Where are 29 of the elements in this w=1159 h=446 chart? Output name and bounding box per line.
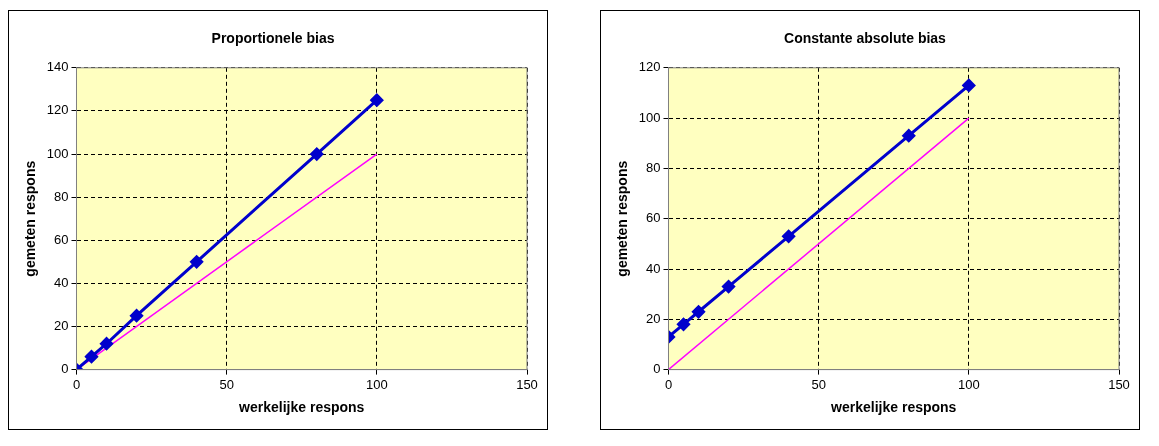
chart-title: Constante absolute bias [784, 30, 947, 47]
y-tick-label: 100 [46, 145, 69, 161]
y-tick-label: 120 [638, 59, 661, 75]
y-tick-label: 60 [646, 210, 661, 226]
x-tick-label: 50 [811, 376, 826, 392]
y-tick-label: 0 [653, 361, 661, 377]
x-tick-label: 100 [365, 376, 388, 392]
y-tick-label: 100 [638, 109, 661, 125]
y-tick-label: 40 [646, 260, 661, 276]
x-tick-label: 0 [664, 376, 673, 392]
y-tick-label: 20 [646, 310, 661, 326]
y-axis-title: gemeten respons [614, 160, 631, 277]
chart-title: Proportionele bias [211, 30, 335, 47]
y-tick-label: 140 [46, 59, 69, 75]
x-tick-label: 150 [1108, 376, 1130, 392]
x-tick-label: 100 [957, 376, 980, 392]
x-axis-title: werkelijke respons [238, 399, 365, 416]
y-tick-label: 60 [54, 231, 69, 247]
x-tick-label: 150 [516, 376, 538, 392]
x-tick-label: 0 [72, 376, 81, 392]
y-tick-label: 80 [646, 159, 661, 175]
y-tick-label: 0 [61, 361, 69, 377]
y-axis-title: gemeten respons [22, 160, 39, 277]
y-tick-label: 80 [54, 188, 69, 204]
y-tick-label: 40 [54, 274, 69, 290]
y-tick-label: 20 [54, 318, 69, 334]
x-axis-title: werkelijke respons [830, 399, 957, 416]
x-tick-label: 50 [219, 376, 234, 392]
y-tick-label: 120 [46, 102, 69, 118]
